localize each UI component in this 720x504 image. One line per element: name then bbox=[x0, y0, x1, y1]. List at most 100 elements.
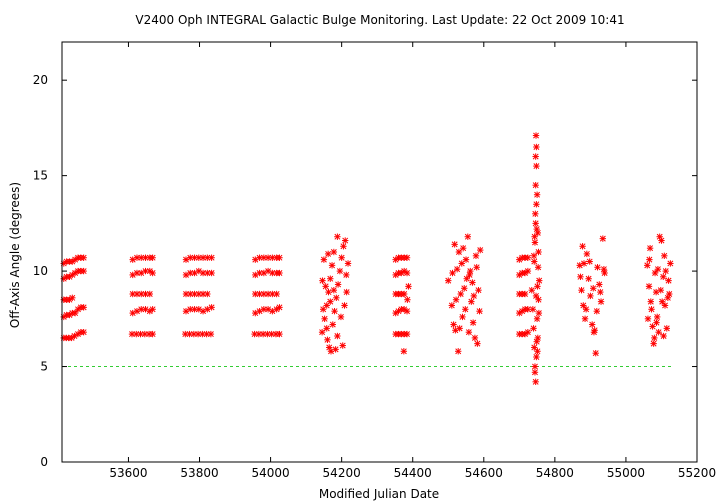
data-point bbox=[666, 290, 673, 298]
data-point bbox=[141, 330, 148, 338]
x-axis-ticks: 53600 53800 54000 54200 54400 54600 54800 55000… bbox=[109, 42, 716, 480]
data-point bbox=[647, 298, 655, 305]
data-point bbox=[322, 283, 329, 290]
data-point bbox=[524, 328, 532, 336]
x-tick-label: 53800 bbox=[180, 466, 218, 480]
y-axis-label: Off-Axis Angle (degrees) bbox=[8, 182, 22, 328]
data-point bbox=[403, 254, 411, 261]
data-point bbox=[578, 286, 585, 294]
data-point bbox=[532, 378, 539, 386]
data-points bbox=[60, 132, 674, 386]
data-point bbox=[477, 246, 484, 254]
data-point bbox=[208, 304, 215, 311]
data-point bbox=[646, 256, 653, 263]
data-point bbox=[532, 292, 540, 300]
data-point bbox=[187, 254, 194, 261]
data-point bbox=[644, 262, 651, 269]
data-point bbox=[534, 283, 541, 290]
data-point bbox=[334, 332, 341, 340]
data-point bbox=[448, 302, 456, 309]
data-point bbox=[403, 307, 411, 315]
data-point bbox=[660, 273, 667, 281]
data-point bbox=[329, 321, 336, 328]
data-point bbox=[149, 306, 156, 313]
data-point bbox=[531, 363, 539, 370]
data-point bbox=[533, 338, 540, 345]
data-point bbox=[341, 302, 348, 309]
data-point bbox=[533, 315, 541, 323]
data-point bbox=[580, 260, 588, 267]
data-point bbox=[661, 252, 668, 260]
data-point bbox=[149, 269, 156, 277]
data-point bbox=[338, 254, 345, 261]
y-tick-label: 20 bbox=[33, 73, 48, 87]
data-point bbox=[591, 327, 598, 334]
data-point bbox=[462, 306, 469, 313]
data-point bbox=[532, 132, 540, 139]
data-point bbox=[529, 306, 537, 313]
data-point bbox=[255, 330, 263, 338]
data-point bbox=[531, 239, 539, 246]
data-point bbox=[342, 237, 349, 244]
data-point bbox=[585, 275, 592, 282]
chart-title: V2400 Oph INTEGRAL Galactic Bulge Monito… bbox=[135, 13, 624, 27]
data-point bbox=[648, 306, 655, 313]
data-point bbox=[129, 290, 136, 298]
data-point bbox=[470, 292, 478, 300]
data-point bbox=[276, 304, 283, 311]
data-point bbox=[208, 269, 215, 277]
x-axis-label: Modified Julian Date bbox=[319, 487, 439, 501]
y-tick-label: 10 bbox=[33, 264, 48, 278]
data-point bbox=[590, 285, 597, 292]
data-point bbox=[334, 281, 342, 288]
data-point bbox=[524, 267, 532, 275]
data-point bbox=[472, 252, 480, 260]
data-point bbox=[403, 330, 411, 338]
data-point bbox=[276, 269, 283, 277]
data-point bbox=[337, 313, 345, 321]
data-point bbox=[473, 264, 480, 271]
data-point bbox=[535, 309, 543, 317]
data-point bbox=[528, 286, 535, 294]
data-point bbox=[600, 265, 608, 273]
data-point bbox=[71, 309, 79, 317]
data-point bbox=[204, 290, 211, 298]
data-point bbox=[66, 311, 73, 319]
data-point bbox=[323, 325, 330, 332]
data-point bbox=[333, 294, 340, 302]
data-point bbox=[327, 298, 334, 305]
x-tick-label: 54600 bbox=[465, 466, 503, 480]
x-tick-label: 55200 bbox=[678, 466, 716, 480]
data-point bbox=[208, 254, 215, 261]
data-point bbox=[269, 290, 276, 298]
data-point bbox=[464, 233, 472, 240]
data-point bbox=[476, 307, 483, 315]
data-point bbox=[319, 277, 326, 284]
data-point bbox=[330, 248, 338, 256]
data-point bbox=[583, 250, 591, 258]
data-point bbox=[80, 328, 87, 336]
data-point bbox=[451, 241, 458, 248]
data-point bbox=[191, 254, 198, 261]
data-point bbox=[530, 252, 538, 260]
data-point bbox=[69, 294, 76, 302]
data-point bbox=[580, 302, 587, 309]
data-point bbox=[336, 267, 344, 275]
x-tick-label: 54800 bbox=[536, 466, 574, 480]
data-point bbox=[597, 298, 605, 305]
data-point bbox=[646, 244, 654, 252]
data-point bbox=[344, 260, 352, 267]
data-point bbox=[651, 269, 659, 277]
data-point bbox=[276, 330, 283, 338]
data-point bbox=[273, 290, 280, 298]
data-point bbox=[195, 290, 203, 298]
data-point bbox=[650, 340, 657, 347]
data-point bbox=[586, 258, 593, 265]
data-point bbox=[532, 210, 539, 218]
data-point bbox=[579, 243, 586, 250]
data-point bbox=[324, 336, 331, 344]
data-point bbox=[182, 290, 190, 298]
data-point bbox=[533, 162, 540, 170]
data-point bbox=[658, 237, 665, 244]
